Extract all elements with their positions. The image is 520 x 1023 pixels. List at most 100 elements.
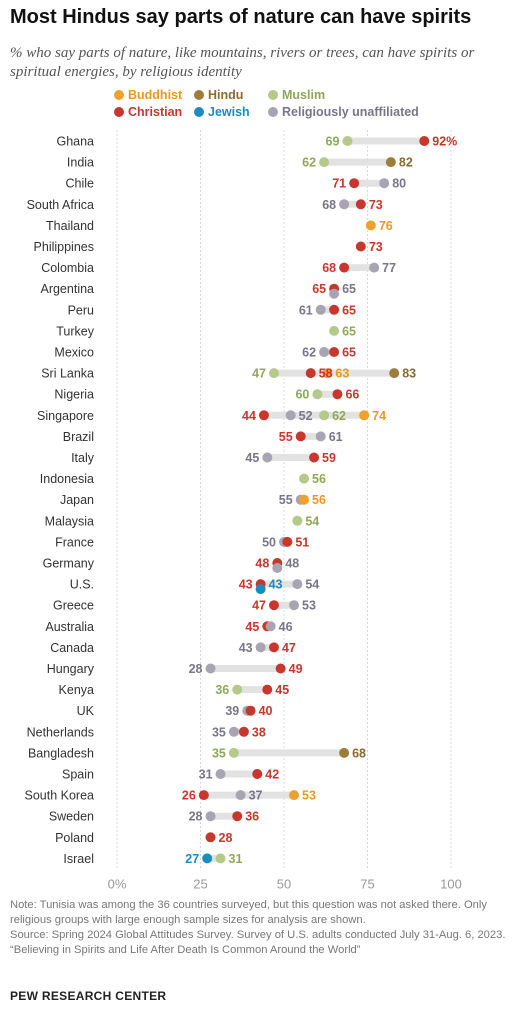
country-label-colombia: Colombia (41, 261, 94, 275)
dot-ghana-christian (419, 136, 430, 146)
x-tick-label-1: 25 (193, 876, 207, 890)
dot-south-korea-religiously-unaffiliated (235, 790, 246, 801)
dot-canada-christian (268, 642, 279, 653)
value-label-malaysia-muslim: 54 (305, 514, 319, 528)
value-label-hungary-religiously-unaffiliated: 28 (189, 662, 203, 676)
legend-item-buddhist: Buddhist (114, 88, 182, 102)
dot-netherlands-christian (238, 726, 249, 737)
value-label-singapore-muslim: 62 (332, 409, 346, 423)
country-label-kenya: Kenya (59, 683, 94, 697)
value-label-nigeria-muslim: 60 (295, 388, 309, 402)
chart-subtitle: % who say parts of nature, like mountain… (10, 45, 475, 80)
dot-israel-jewish (202, 853, 213, 864)
value-label-thailand-buddhist: 76 (379, 219, 393, 233)
value-label-south-africa-religiously-unaffiliated: 68 (322, 198, 336, 212)
dot-germany-religiously-unaffiliated (272, 563, 283, 573)
value-label-peru-christian: 65 (342, 303, 356, 317)
country-label-hungary: Hungary (47, 662, 95, 676)
dot-greece-christian (268, 600, 279, 611)
dot-france-christian (282, 536, 293, 547)
country-label-chile: Chile (66, 177, 95, 191)
x-tick-label-4: 100 (440, 876, 462, 890)
dot-malaysia-muslim (292, 515, 303, 526)
dot-thailand-buddhist (365, 220, 376, 231)
legend-christian-dot-icon (114, 107, 124, 117)
legend-muslim-dot-icon (268, 90, 278, 100)
country-label-israel: Israel (63, 852, 94, 866)
dot-indonesia-muslim (299, 473, 310, 484)
dot-colombia-christian (339, 262, 350, 273)
legend-muslim-label: Muslim (282, 88, 326, 102)
dot-india-hindu (385, 157, 396, 168)
dot-japan-buddhist (299, 494, 310, 505)
value-label-canada-religiously-unaffiliated: 43 (239, 641, 253, 655)
dot-italy-religiously-unaffiliated (262, 452, 273, 463)
country-label-uk: UK (77, 704, 95, 718)
value-label-germany-religiously-unaffiliated: 48 (285, 557, 299, 571)
country-label-sweden: Sweden (49, 810, 94, 824)
dot-south-africa-christian (355, 199, 366, 210)
value-label-bangladesh-hindu: 68 (352, 746, 366, 760)
value-label-bangladesh-muslim: 35 (212, 746, 226, 760)
legend-unaffiliated-label: Religiously unaffiliated (282, 105, 419, 119)
value-label-philippines-christian: 73 (369, 240, 383, 254)
dot-bangladesh-hindu (339, 747, 350, 758)
legend-item-muslim: Muslim (268, 88, 325, 102)
value-label-kenya-christian: 45 (275, 683, 289, 697)
dot-u-s-jewish (255, 584, 266, 595)
value-label-chile-christian: 71 (332, 177, 346, 191)
value-label-colombia-christian: 68 (322, 261, 336, 275)
x-tick-label-3: 75 (360, 876, 374, 890)
note-text: Note: Tunisia was among the 36 countries… (10, 899, 487, 926)
dot-sri-lanka-muslim (268, 368, 279, 379)
country-label-canada: Canada (50, 641, 94, 655)
value-label-sweden-christian: 36 (245, 810, 259, 824)
value-label-brazil-religiously-unaffiliated: 61 (329, 430, 343, 444)
dot-peru-religiously-unaffiliated (315, 304, 326, 315)
dot-spain-religiously-unaffiliated (215, 769, 226, 779)
dot-singapore-muslim (319, 410, 330, 421)
country-label-australia: Australia (45, 620, 94, 634)
legend-hindu-dot-icon (194, 90, 204, 100)
legend-jewish-label: Jewish (208, 105, 250, 119)
value-label-mexico-religiously-unaffiliated: 62 (302, 346, 316, 360)
dot-singapore-buddhist (359, 410, 370, 421)
dot-turkey-muslim (329, 325, 340, 336)
value-label-singapore-religiously-unaffiliated: 52 (299, 409, 313, 423)
dot-netherlands-religiously-unaffiliated (228, 726, 239, 737)
dot-sweden-religiously-unaffiliated (205, 811, 216, 822)
country-label-argentina: Argentina (40, 282, 94, 296)
country-label-ghana: Ghana (56, 135, 94, 149)
legend-buddhist-label: Buddhist (128, 88, 183, 102)
dot-kenya-christian (262, 684, 273, 695)
country-label-india: India (67, 156, 94, 170)
pew-logo-text: PEW RESEARCH CENTER (10, 989, 167, 1003)
dot-argentina-religiously-unaffiliated (329, 288, 340, 299)
value-label-uk-religiously-unaffiliated: 39 (225, 704, 239, 718)
value-label-uk-christian: 40 (259, 704, 273, 718)
value-label-japan-religiously-unaffiliated: 55 (279, 493, 293, 507)
value-label-spain-christian: 42 (265, 768, 279, 782)
dot-colombia-religiously-unaffiliated (369, 262, 380, 273)
legend-item-hindu: Hindu (194, 88, 243, 102)
legend-item-christian: Christian (114, 105, 182, 119)
value-label-u-s-jewish: 43 (269, 578, 283, 592)
value-label-kenya-muslim: 36 (215, 683, 229, 697)
country-label-germany: Germany (43, 557, 95, 571)
value-label-argentina-christian: 65 (312, 282, 326, 296)
value-label-italy-christian: 59 (322, 451, 336, 465)
value-label-sri-lanka-muslim: 47 (252, 367, 266, 381)
legend-hindu-label: Hindu (208, 88, 244, 102)
country-label-sri-lanka: Sri Lanka (41, 367, 94, 381)
value-label-france-religiously-unaffiliated: 50 (262, 535, 276, 549)
legend-unaffiliated-dot-icon (268, 107, 278, 117)
dot-greece-religiously-unaffiliated (289, 600, 300, 611)
x-tick-label-2: 50 (277, 876, 291, 890)
value-label-singapore-christian: 44 (242, 409, 256, 423)
value-label-france-christian: 51 (295, 535, 309, 549)
value-label-turkey-muslim: 65 (342, 324, 356, 338)
country-label-brazil: Brazil (63, 430, 94, 444)
legend-buddhist-dot-icon (114, 90, 124, 100)
country-label-u-s: U.S. (70, 578, 94, 592)
value-label-ghana-muslim: 69 (326, 135, 340, 149)
